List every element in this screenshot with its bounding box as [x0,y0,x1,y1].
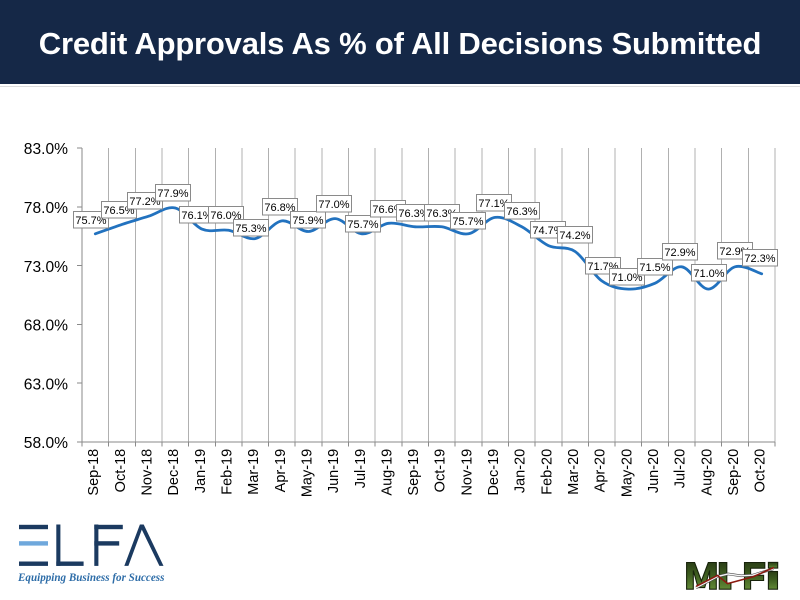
svg-text:Mar-19: Mar-19 [246,449,262,495]
svg-text:Sep-19: Sep-19 [406,449,422,496]
svg-text:76.6%: 76.6% [372,204,403,216]
svg-text:Sep-18: Sep-18 [86,449,102,496]
svg-text:Dec-18: Dec-18 [166,449,182,496]
svg-text:71.5%: 71.5% [639,262,670,274]
svg-text:63.0%: 63.0% [24,376,68,393]
svg-text:Equipping Business for Success: Equipping Business for Success [17,572,164,584]
svg-text:76.0%: 76.0% [210,210,241,222]
svg-text:77.1%: 77.1% [478,198,509,210]
svg-text:68.0%: 68.0% [24,318,68,335]
svg-text:Feb-20: Feb-20 [539,449,555,495]
svg-text:Jun-19: Jun-19 [326,449,342,493]
svg-text:78.0%: 78.0% [24,200,68,217]
svg-text:Jul-20: Jul-20 [673,449,689,489]
svg-text:76.5%: 76.5% [103,205,134,217]
svg-text:75.7%: 75.7% [452,216,483,228]
svg-text:Jan-19: Jan-19 [193,449,209,493]
svg-text:71.0%: 71.0% [611,272,642,284]
svg-text:75.7%: 75.7% [347,219,378,231]
svg-text:Mar-20: Mar-20 [566,449,582,495]
svg-text:Oct-19: Oct-19 [433,449,449,493]
svg-text:76.3%: 76.3% [426,208,457,220]
svg-text:Aug-19: Aug-19 [379,449,395,496]
svg-text:Nov-18: Nov-18 [140,449,156,496]
svg-text:Jun-20: Jun-20 [646,449,662,493]
svg-text:Apr-20: Apr-20 [593,449,609,493]
svg-text:75.7%: 75.7% [75,215,106,227]
svg-text:76.8%: 76.8% [264,202,295,214]
svg-text:74.2%: 74.2% [559,230,590,242]
svg-text:Feb-19: Feb-19 [220,449,236,495]
svg-text:76.1%: 76.1% [181,210,212,222]
svg-text:Oct-18: Oct-18 [113,449,129,493]
svg-text:Oct-20: Oct-20 [753,449,769,493]
svg-text:Aug-20: Aug-20 [699,449,715,496]
svg-text:Dec-19: Dec-19 [486,449,502,496]
svg-text:Apr-19: Apr-19 [273,449,289,493]
svg-text:71.0%: 71.0% [693,268,724,280]
svg-text:Jul-19: Jul-19 [353,449,369,489]
svg-text:Sep-20: Sep-20 [726,449,742,496]
svg-text:77.9%: 77.9% [157,188,188,200]
svg-text:58.0%: 58.0% [24,435,68,452]
svg-text:76.3%: 76.3% [506,206,537,218]
svg-text:76.3%: 76.3% [398,208,429,220]
svg-text:77.2%: 77.2% [129,196,160,208]
svg-text:72.3%: 72.3% [744,253,775,265]
svg-text:May-20: May-20 [619,449,635,497]
svg-text:75.9%: 75.9% [292,215,323,227]
svg-text:74.7%: 74.7% [532,225,563,237]
svg-text:73.0%: 73.0% [24,259,68,276]
svg-text:May-19: May-19 [300,449,316,497]
svg-text:83.0%: 83.0% [24,141,68,158]
svg-text:72.9%: 72.9% [664,247,695,259]
svg-text:Nov-19: Nov-19 [459,449,475,496]
svg-text:77.0%: 77.0% [318,199,349,211]
svg-text:Jan-20: Jan-20 [513,449,529,493]
svg-text:75.3%: 75.3% [235,223,266,235]
